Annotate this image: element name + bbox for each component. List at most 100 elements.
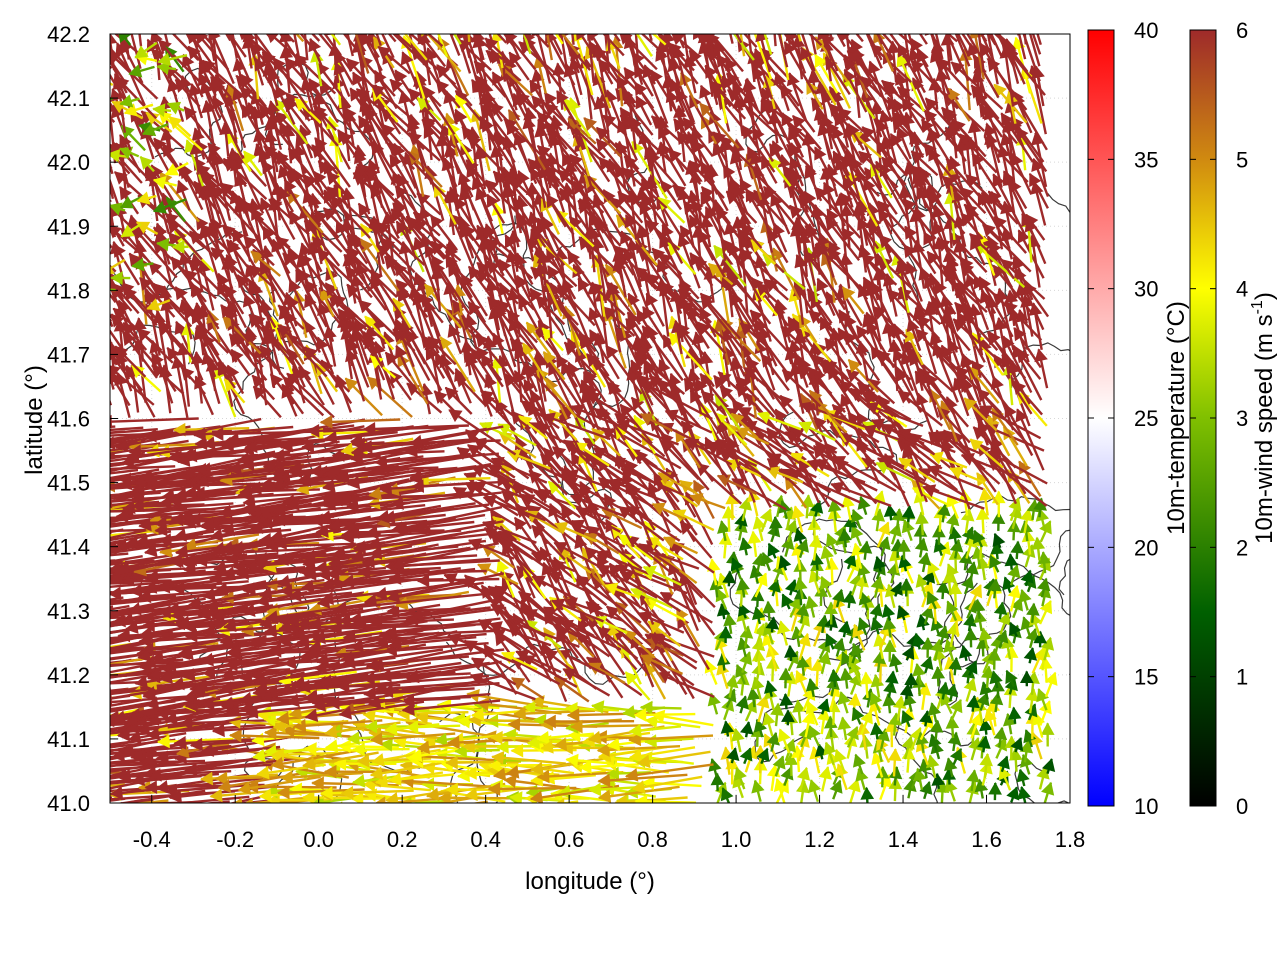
x-tick-label: 0.4 bbox=[470, 827, 501, 852]
terrain-contour-line bbox=[1010, 342, 1070, 389]
wind-vector-arrow bbox=[979, 752, 993, 779]
terrain-contour-line bbox=[894, 714, 938, 803]
wind-vector-arrow bbox=[597, 785, 680, 803]
wind-vector-arrow bbox=[833, 748, 847, 774]
wind-vector-arrow bbox=[780, 766, 794, 787]
wind-vector-arrow bbox=[1017, 785, 1031, 803]
wind-vector-arrow bbox=[351, 774, 400, 788]
wind-vector-arrow bbox=[823, 741, 837, 766]
wind-vector-arrow bbox=[919, 780, 933, 800]
wind-vector-arrow bbox=[597, 773, 688, 788]
wind-vector-arrow bbox=[110, 696, 115, 700]
wind-vector-arrow bbox=[110, 771, 127, 774]
wind-vector-arrow bbox=[751, 779, 765, 803]
wind-vector-arrow bbox=[578, 760, 639, 774]
wind-vector-arrow bbox=[1041, 781, 1055, 803]
temperature-colorbar-tick-label: 15 bbox=[1134, 665, 1158, 690]
wind-vector-arrow bbox=[110, 437, 111, 440]
terrain-contour-line bbox=[1047, 193, 1070, 214]
wind-vector-arrow bbox=[606, 766, 651, 781]
x-tick-label: -0.4 bbox=[133, 827, 171, 852]
x-axis-label: longitude (°) bbox=[525, 868, 655, 895]
wind-vector-arrow bbox=[302, 751, 379, 771]
wind-vector-arrow bbox=[110, 708, 112, 711]
wind-vector-arrow bbox=[110, 758, 248, 771]
wind-vector-arrow bbox=[110, 505, 124, 511]
wind-vector-arrow bbox=[110, 566, 128, 571]
wind-vector-arrow bbox=[110, 762, 158, 767]
wind-vector-arrow bbox=[237, 775, 321, 795]
windspeed-colorbar-tick-label: 6 bbox=[1236, 18, 1248, 43]
wind-vector-arrow bbox=[110, 687, 129, 693]
wind-vector-arrow bbox=[339, 801, 384, 803]
wind-vector-arrow bbox=[79, 127, 109, 139]
wind-vector-arrow bbox=[996, 755, 1010, 773]
wind-vector-arrow bbox=[734, 766, 747, 790]
wind-vector-arrow bbox=[6, 578, 110, 590]
wind-vector-arrow bbox=[739, 747, 753, 765]
temperature-colorbar-tick-label: 20 bbox=[1134, 535, 1158, 560]
windspeed-colorbar-label: 10m-wind speed (m s-1) bbox=[1249, 292, 1278, 544]
x-tick-label: 1.2 bbox=[804, 827, 835, 852]
wind-vector-arrow bbox=[388, 772, 455, 786]
x-tick-label: 0.6 bbox=[554, 827, 585, 852]
wind-vector-arrow bbox=[95, 229, 109, 260]
wind-vector-arrow bbox=[94, 306, 108, 317]
wind-vector-arrow bbox=[631, 775, 703, 794]
temperature-colorbar-tick-label: 10 bbox=[1134, 794, 1158, 819]
wind-vector-arrow bbox=[636, 750, 711, 769]
temperature-colorbar-tick-label: 40 bbox=[1134, 18, 1158, 43]
wind-vectors bbox=[0, 34, 1058, 803]
terrain-contour-line bbox=[626, 109, 660, 203]
wind-vector-arrow bbox=[784, 752, 799, 777]
wind-vector-arrow bbox=[925, 754, 940, 779]
wind-vector-arrow bbox=[110, 559, 116, 562]
wind-vector-arrow bbox=[588, 802, 636, 803]
y-axis-ticks: 41.0 41.1 41.2 41.3 41.4 41.5 41.6 41.7 41.8 41.9… bbox=[47, 22, 118, 816]
wind-vector-arrow bbox=[271, 747, 342, 762]
wind-vector-arrow bbox=[110, 786, 157, 793]
windspeed-label-sup: -1 bbox=[1249, 300, 1266, 314]
y-tick-label: 42.1 bbox=[47, 86, 90, 111]
y-tick-label: 42.2 bbox=[47, 22, 90, 47]
wind-vector-arrow bbox=[110, 398, 113, 406]
y-tick-label: 41.5 bbox=[47, 471, 90, 496]
wind-vector-arrow bbox=[503, 774, 592, 793]
x-tick-label: 1.6 bbox=[971, 827, 1002, 852]
wind-vector-arrow bbox=[1006, 786, 1020, 803]
wind-vector-arrow bbox=[470, 800, 488, 803]
wind-vector-arrow bbox=[756, 747, 770, 765]
x-tick-label: 0.8 bbox=[637, 827, 668, 852]
wind-vector-arrow bbox=[634, 794, 697, 803]
wind-vector-arrow bbox=[445, 755, 522, 770]
wind-vector-arrow bbox=[454, 744, 500, 758]
windspeed-colorbar-tick-label: 0 bbox=[1236, 794, 1248, 819]
wind-vector-arrow bbox=[726, 747, 740, 764]
wind-vector-arrow bbox=[835, 763, 849, 791]
wind-vector-arrow bbox=[155, 745, 281, 765]
wind-vector-arrow bbox=[852, 753, 866, 775]
windspeed-colorbar-tick-label: 3 bbox=[1236, 406, 1248, 431]
wind-vector-arrow bbox=[949, 747, 963, 766]
wind-vector-arrow bbox=[720, 787, 734, 803]
wind-vector-arrow bbox=[110, 148, 112, 152]
wind-vector-arrow bbox=[887, 748, 902, 777]
wind-vector-arrow bbox=[808, 779, 822, 803]
windspeed-colorbar-tick-label: 1 bbox=[1236, 665, 1248, 690]
wind-vector-arrow bbox=[491, 751, 566, 765]
y-tick-label: 41.1 bbox=[47, 727, 90, 752]
wind-vector-arrow bbox=[185, 802, 187, 803]
wind-vector-arrow bbox=[110, 82, 114, 87]
wind-vector-arrow bbox=[110, 160, 114, 175]
wind-vector-arrow bbox=[901, 735, 915, 760]
y-tick-label: 41.6 bbox=[47, 407, 90, 432]
wind-vector-arrow bbox=[110, 761, 113, 765]
wind-vector-arrow bbox=[0, 493, 109, 517]
y-tick-label: 41.2 bbox=[47, 663, 90, 688]
temperature-colorbar-tick-label: 35 bbox=[1134, 147, 1158, 172]
x-tick-label: -0.2 bbox=[216, 827, 254, 852]
wind-vector-arrow bbox=[624, 763, 714, 782]
terrain-contour-line bbox=[960, 495, 1070, 596]
wind-vector-arrow bbox=[596, 743, 681, 757]
